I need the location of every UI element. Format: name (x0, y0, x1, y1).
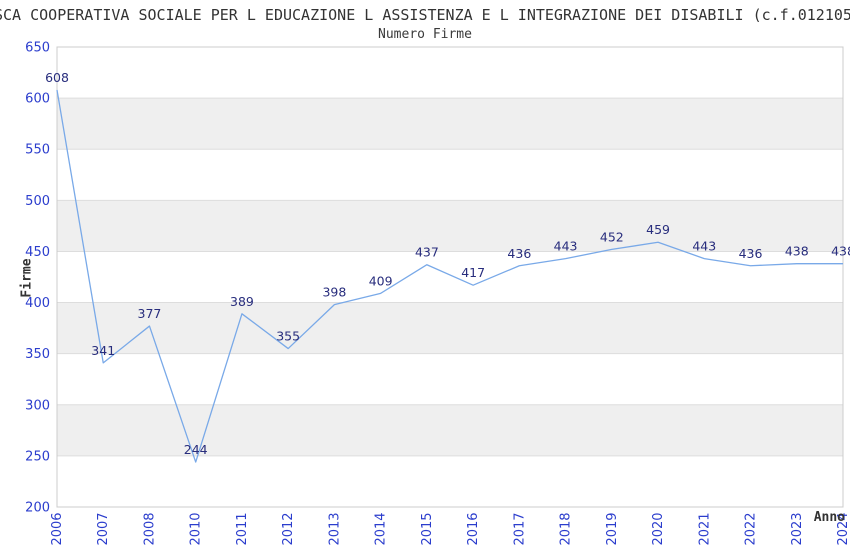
svg-text:500: 500 (25, 194, 50, 209)
svg-text:355: 355 (276, 329, 300, 344)
series-line (56, 89, 843, 463)
svg-text:244: 244 (184, 442, 208, 457)
svg-text:341: 341 (91, 343, 115, 358)
svg-text:438: 438 (785, 244, 809, 259)
svg-text:436: 436 (739, 246, 763, 261)
svg-text:2020: 2020 (651, 512, 666, 545)
svg-text:443: 443 (692, 239, 716, 254)
svg-text:2008: 2008 (142, 512, 157, 545)
svg-text:459: 459 (646, 222, 670, 237)
svg-text:350: 350 (25, 347, 50, 362)
svg-text:2023: 2023 (790, 512, 805, 545)
svg-text:437: 437 (415, 245, 439, 260)
svg-text:389: 389 (230, 294, 254, 309)
svg-text:250: 250 (25, 449, 50, 464)
svg-text:398: 398 (322, 285, 346, 300)
svg-text:417: 417 (461, 265, 485, 280)
plot-frame (56, 46, 844, 508)
svg-text:2012: 2012 (281, 512, 296, 545)
svg-text:2022: 2022 (744, 512, 759, 545)
svg-text:377: 377 (138, 306, 162, 321)
chart-subtitle: Numero Firme (378, 27, 472, 42)
svg-text:2015: 2015 (420, 512, 435, 545)
svg-text:436: 436 (507, 246, 531, 261)
svg-text:2019: 2019 (605, 512, 620, 545)
svg-text:550: 550 (25, 143, 50, 158)
y-tick-labels: 200 250 300 350 400 450 500 550 600 650 (25, 41, 50, 516)
svg-text:2013: 2013 (327, 512, 342, 545)
x-tick-labels: 2006 2007 2008 2010 2011 2012 2013 2014 2015 2016… (50, 512, 850, 545)
svg-text:409: 409 (369, 273, 393, 288)
x-axis-title: Anno (813, 510, 845, 525)
svg-text:438: 438 (831, 244, 850, 259)
svg-text:2010: 2010 (189, 512, 204, 545)
svg-text:200: 200 (25, 501, 50, 516)
plot-bands (57, 98, 843, 456)
svg-text:600: 600 (25, 92, 50, 107)
svg-text:400: 400 (25, 296, 50, 311)
y-axis-title: Firme (19, 258, 35, 298)
svg-text:2011: 2011 (235, 512, 250, 545)
svg-text:450: 450 (25, 245, 50, 260)
svg-text:2018: 2018 (559, 512, 574, 545)
svg-text:443: 443 (554, 239, 578, 254)
svg-text:2007: 2007 (96, 512, 111, 545)
svg-text:2024: 2024 (836, 512, 850, 545)
svg-text:2014: 2014 (374, 512, 389, 545)
svg-text:650: 650 (25, 41, 50, 56)
svg-text:300: 300 (25, 398, 50, 413)
svg-text:2017: 2017 (512, 512, 527, 545)
point-labels: 608 341 377 244 389 355 398 409 437 417 436 443 452 4… (45, 70, 850, 457)
svg-text:2021: 2021 (697, 512, 712, 545)
svg-text:2016: 2016 (466, 512, 481, 545)
svg-text:2006: 2006 (50, 512, 65, 545)
svg-text:452: 452 (600, 229, 624, 244)
svg-text:608: 608 (45, 70, 69, 85)
chart-title: SCA COOPERATIVA SOCIALE PER L EDUCAZIONE… (0, 6, 850, 24)
chart-title-row: SCA COOPERATIVA SOCIALE PER L EDUCAZIONE… (0, 5, 850, 24)
